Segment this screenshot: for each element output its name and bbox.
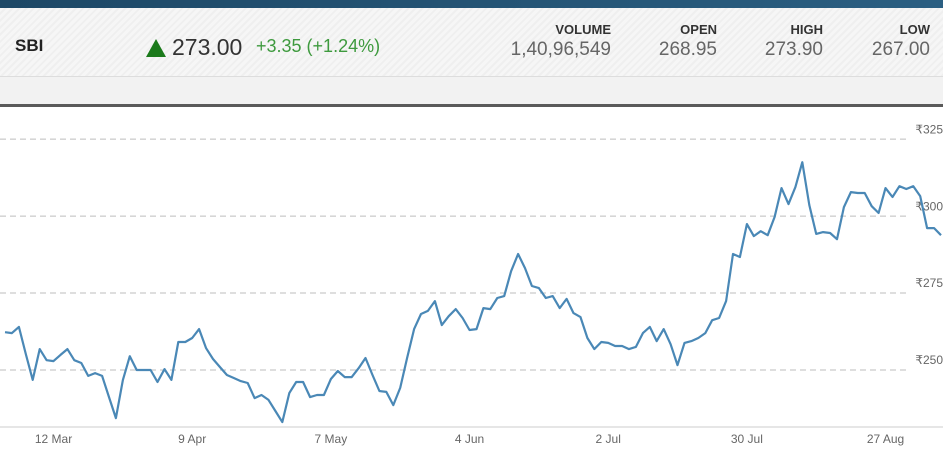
stat-label: VOLUME [555,22,611,37]
stat-value: 1,40,96,549 [510,39,611,60]
price: 273.00 [172,34,243,60]
stat-value: 273.90 [764,39,823,60]
x-tick-label: 30 Jul [731,432,763,446]
x-tick-label: 9 Apr [178,432,206,446]
x-tick-label: 4 Jun [455,432,484,446]
change: +3.35 (+1.24%) [256,36,381,56]
up-arrow [146,39,166,57]
chart: ₹250 ₹275 ₹300 ₹325 12 Mar 9 Apr 7 May 4 Jun 2 J… [0,122,943,446]
symbol: SBI [15,36,44,55]
stat-value: 268.95 [658,39,717,60]
x-tick-label: 12 Mar [35,432,72,446]
y-tick-label: ₹250 [915,353,943,367]
top-bar [0,0,943,8]
y-tick-label: ₹325 [915,122,943,136]
y-tick-label: ₹275 [915,276,943,290]
x-tick-label: 7 May [315,432,348,446]
stat-label: LOW [899,22,930,37]
stat-label: HIGH [790,22,824,37]
y-tick-label: ₹300 [915,199,943,213]
x-tick-label: 27 Aug [867,432,904,446]
toolbar-band [0,77,943,107]
stat-value: 267.00 [871,39,930,60]
stat-label: OPEN [680,22,717,37]
x-tick-label: 2 Jul [596,432,621,446]
quote-header: SBI 273.00 +3.35 (+1.24%) VOLUME 1,40,96… [0,8,943,77]
price-line [4,161,942,424]
